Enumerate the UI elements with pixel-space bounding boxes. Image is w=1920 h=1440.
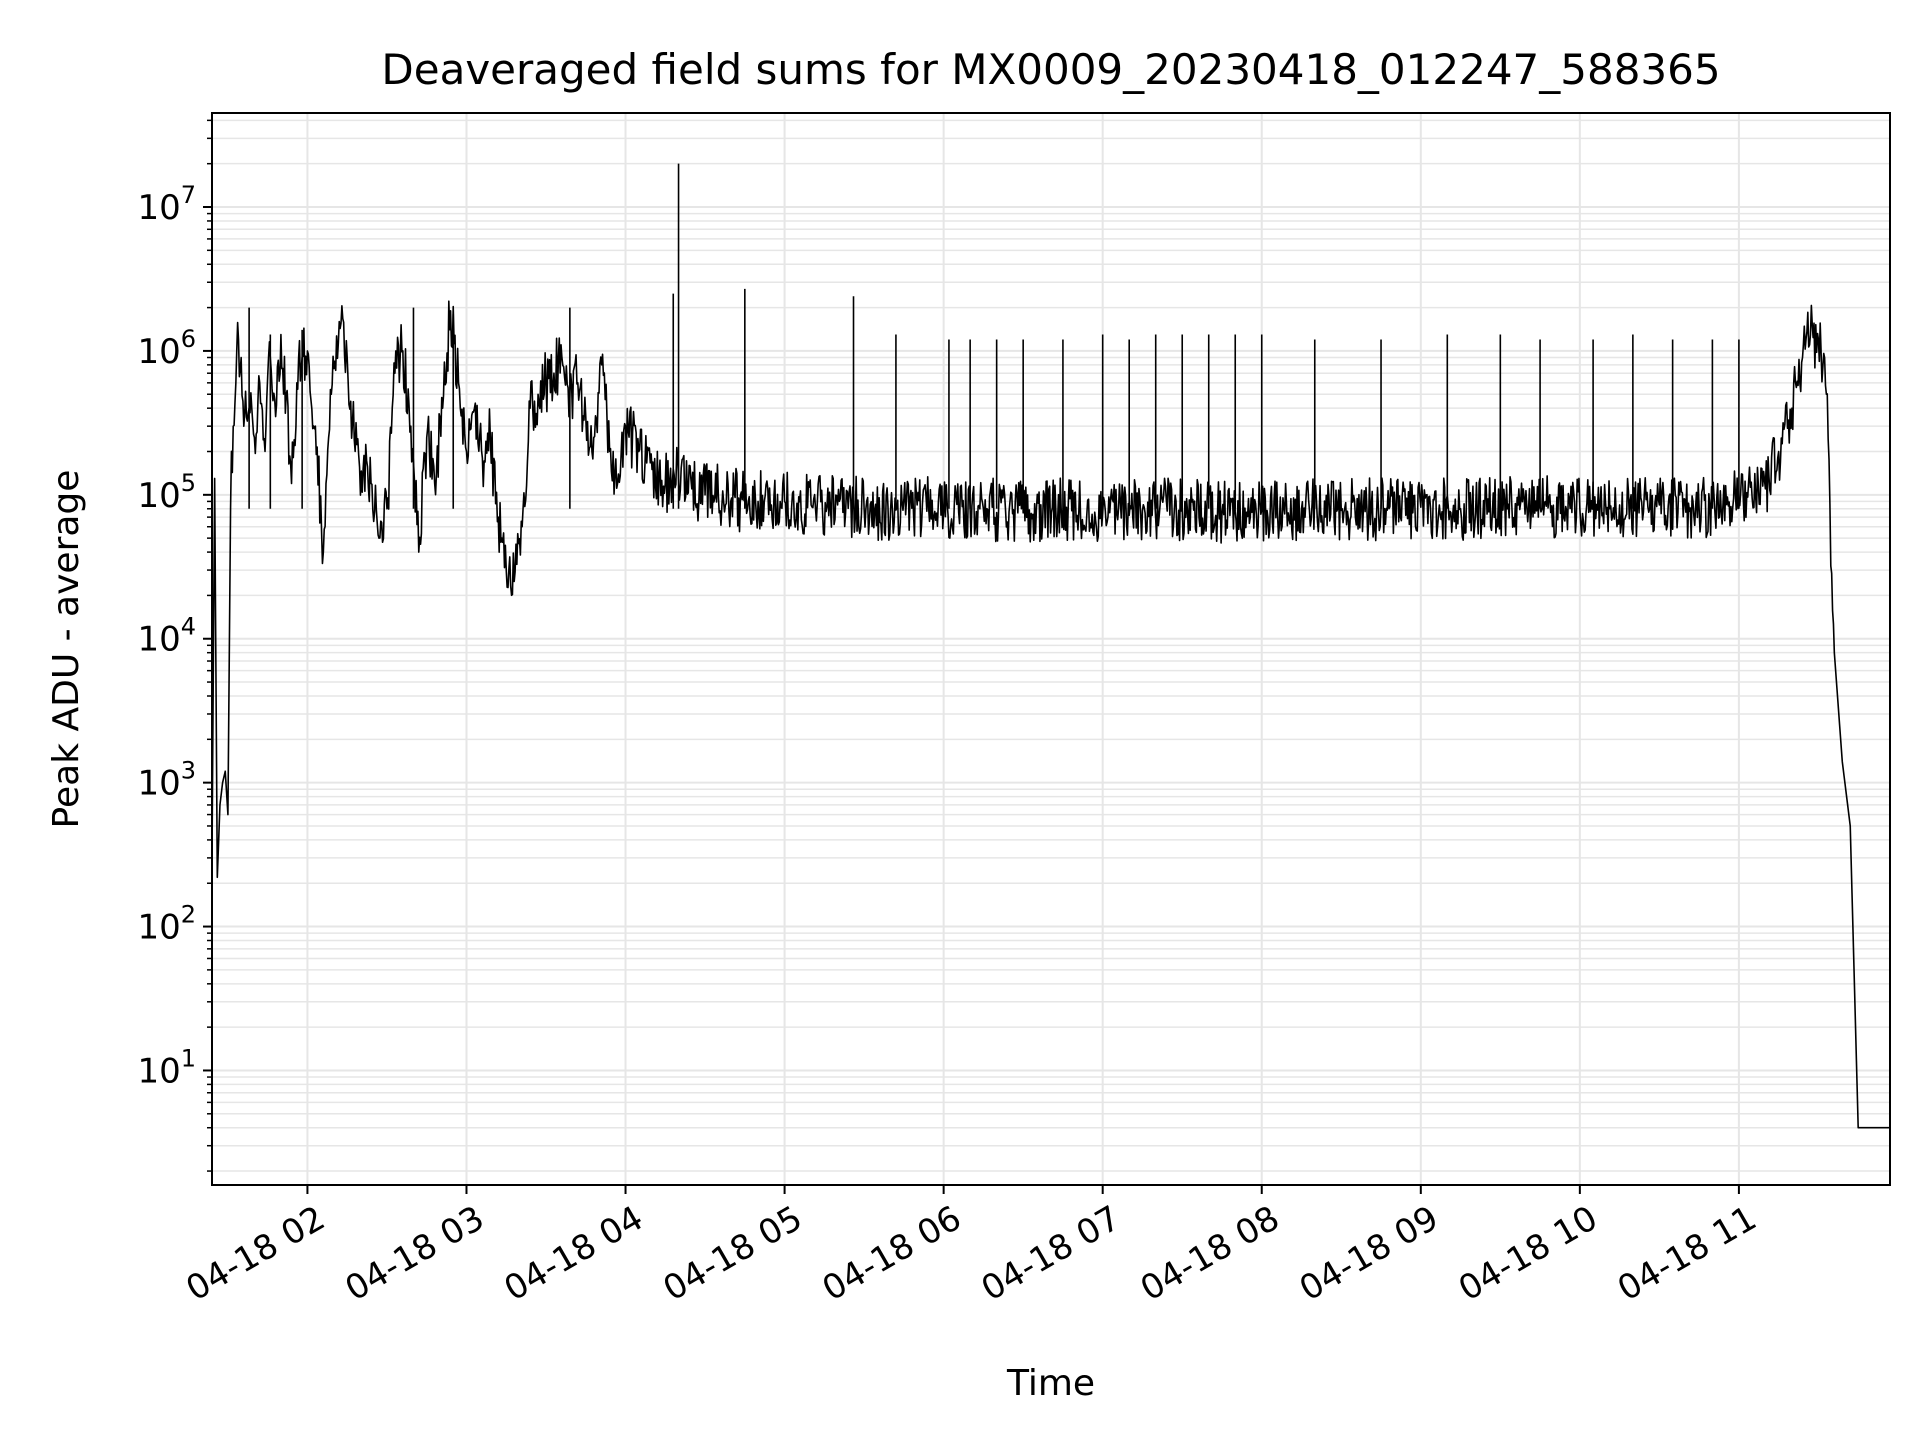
x-axis-label: Time (1006, 1363, 1095, 1404)
series-line (211, 300, 1890, 1129)
data-line (211, 163, 1890, 1129)
y-tick-label: 101 (137, 1044, 196, 1091)
y-tick-label: 107 (137, 181, 196, 228)
y-tick-label: 104 (137, 613, 196, 660)
y-tick-label: 102 (137, 901, 196, 948)
y-axis-label: Peak ADU - average (46, 470, 87, 829)
y-tick-label: 103 (137, 757, 196, 804)
chart-title: Deaveraged field sums for MX0009_2023041… (381, 45, 1720, 94)
y-tick-label: 106 (137, 325, 196, 372)
plot-frame (211, 112, 1891, 1186)
y-tick-label: 105 (137, 469, 196, 516)
y-axis: 101 102 103 104 105 106 107 (137, 119, 212, 1172)
grid (212, 113, 1890, 1185)
